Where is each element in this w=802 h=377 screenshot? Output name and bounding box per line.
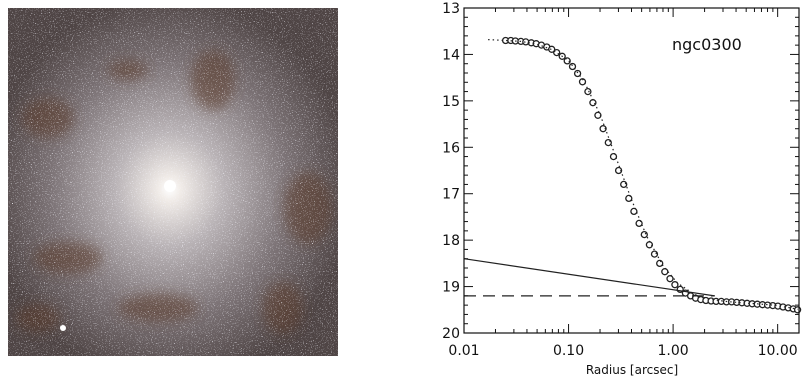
data-point bbox=[553, 48, 561, 57]
x-axis-label: Radius [arcsec] bbox=[586, 363, 678, 377]
data-point bbox=[594, 111, 602, 119]
data-point bbox=[645, 241, 654, 249]
data-point bbox=[656, 259, 664, 268]
x-tick-label: 0.10 bbox=[553, 343, 584, 359]
data-point bbox=[671, 281, 679, 289]
x-tick-label: 1.00 bbox=[658, 343, 689, 359]
data-point bbox=[568, 62, 577, 71]
object-name-label: ngc0300 bbox=[672, 35, 742, 54]
data-point bbox=[793, 306, 802, 314]
data-point bbox=[640, 230, 648, 239]
bright-star bbox=[60, 325, 66, 331]
x-ticks: 0.01 0.10 1.00 10.00 bbox=[448, 8, 798, 359]
dust-lanes bbox=[16, 50, 332, 334]
data-point bbox=[650, 250, 659, 258]
y-tick-label: 15 bbox=[442, 94, 460, 110]
data-point bbox=[578, 78, 587, 86]
x-tick-label: 0.01 bbox=[448, 343, 479, 359]
y-tick-label: 19 bbox=[442, 280, 460, 296]
data-point bbox=[609, 152, 618, 161]
galaxy-image bbox=[8, 8, 338, 356]
data-point bbox=[589, 99, 597, 107]
data-point bbox=[614, 166, 623, 175]
y-tick-label: 17 bbox=[442, 187, 460, 203]
data-point bbox=[630, 207, 638, 216]
data-point bbox=[604, 138, 612, 147]
data-point bbox=[584, 87, 592, 96]
data-point bbox=[563, 57, 571, 65]
galaxy-nucleus bbox=[164, 180, 176, 192]
y-tick-label: 14 bbox=[442, 47, 460, 63]
y-tick-label: 20 bbox=[442, 326, 460, 342]
disk-component-line bbox=[463, 258, 715, 297]
plot-frame bbox=[463, 7, 800, 334]
data-point bbox=[573, 69, 582, 78]
data-point bbox=[548, 45, 556, 53]
data-point bbox=[620, 180, 628, 189]
data-point bbox=[666, 275, 674, 283]
data-layer bbox=[463, 36, 802, 314]
y-tick-label: 13 bbox=[442, 1, 460, 17]
data-point bbox=[599, 125, 607, 133]
surface-brightness-plot: 0.01 0.10 1.00 10.00 13 14 15 16 17 18 19 20 ngc03… bbox=[442, 1, 802, 377]
y-ticks: 13 14 15 16 17 18 19 20 bbox=[442, 1, 799, 342]
x-tick-label: 10.00 bbox=[758, 343, 798, 359]
y-tick-label: 18 bbox=[442, 233, 460, 249]
y-tick-label: 16 bbox=[442, 140, 460, 156]
data-point bbox=[635, 219, 643, 228]
data-point bbox=[625, 194, 633, 203]
model-curve bbox=[488, 39, 798, 310]
data-point bbox=[661, 268, 669, 276]
